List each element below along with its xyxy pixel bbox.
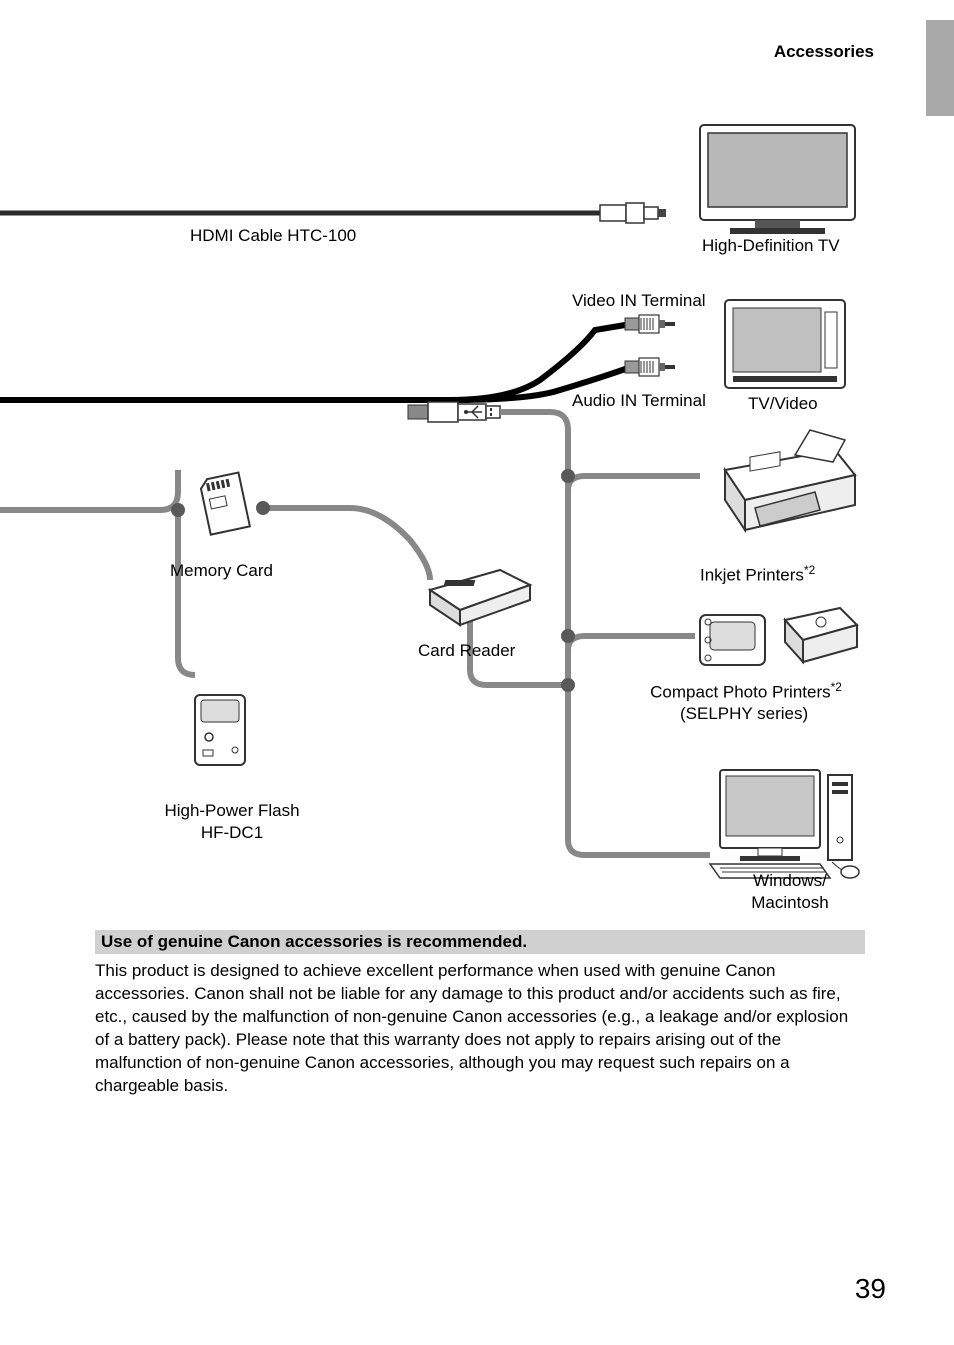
page-number: 39: [855, 1273, 886, 1305]
flash-label: High-Power FlashHF-DC1: [152, 800, 312, 844]
selphy-label: (SELPHY series): [680, 703, 808, 725]
chapter-tab: [926, 20, 954, 116]
hub-dot: [561, 469, 575, 483]
rca-audio-icon: [625, 358, 675, 376]
card-reader-label: Card Reader: [418, 640, 515, 662]
windows-mac-label: Windows/Macintosh: [740, 870, 840, 914]
selphy-icon: [700, 608, 857, 665]
card-reader-icon: [430, 570, 530, 625]
computer-icon: [710, 770, 859, 878]
hub-dot: [561, 629, 575, 643]
diagram-svg: [0, 110, 954, 910]
tv-video-label: TV/Video: [748, 393, 818, 415]
accessories-diagram: HDMI Cable HTC-100 High-Definition TV Vi…: [0, 110, 954, 910]
page-header: Accessories: [774, 42, 874, 62]
tv-video-icon: [725, 300, 845, 388]
inkjet-printer-icon: [725, 430, 855, 530]
hub-dot: [561, 678, 575, 692]
usb-branch-selphy: [568, 636, 695, 650]
recommend-body: This product is designed to achieve exce…: [95, 960, 865, 1098]
memory-card-label: Memory Card: [170, 560, 273, 582]
left-line-memcard: [0, 470, 178, 510]
usb-connector-icon: [408, 402, 500, 422]
rca-video-icon: [625, 315, 675, 333]
usb-branch-inkjet: [568, 476, 700, 490]
hdmi-connector-icon: [600, 203, 666, 223]
hdtv-label: High-Definition TV: [702, 235, 840, 257]
video-in-label: Video IN Terminal: [572, 290, 706, 312]
compact-photo-label: Compact Photo Printers*2: [636, 680, 856, 704]
memcard-to-reader: [260, 508, 430, 580]
recommend-title: Use of genuine Canon accessories is reco…: [95, 930, 865, 954]
av-cable-video: [0, 325, 625, 400]
hdmi-cable-label: HDMI Cable HTC-100: [190, 225, 356, 247]
memory-card-icon: [199, 473, 250, 535]
audio-in-label: Audio IN Terminal: [572, 390, 706, 412]
flash-icon: [195, 695, 245, 765]
inkjet-label: Inkjet Printers*2: [700, 563, 815, 587]
hdtv-icon: [700, 125, 855, 234]
left-line-flash: [178, 510, 195, 675]
